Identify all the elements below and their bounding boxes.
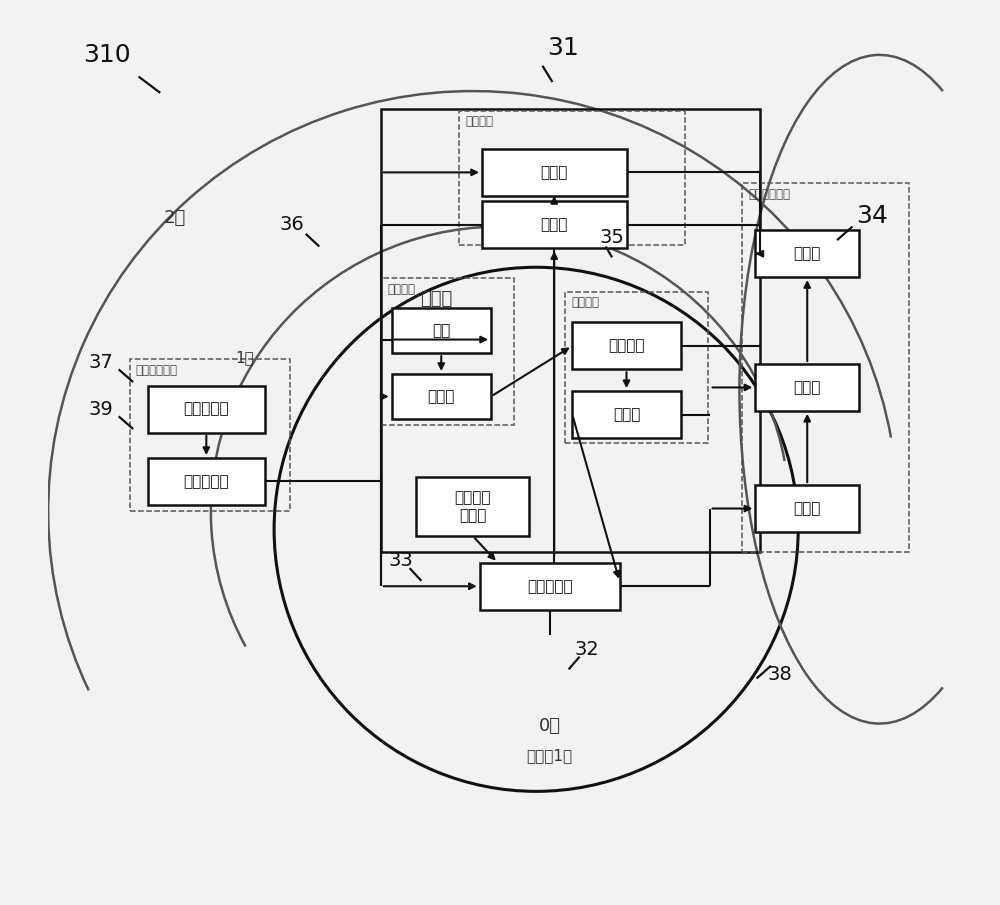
Text: 清洗机器人: 清洗机器人 [527,578,573,594]
Bar [130,359,290,511]
Bar [381,278,514,425]
Text: 控制台: 控制台 [541,217,568,233]
Text: 污水回收装置: 污水回收装置 [748,187,790,201]
Text: 36: 36 [280,215,305,234]
Text: 310: 310 [83,43,131,67]
Bar [459,111,685,244]
Text: 卷放器: 卷放器 [613,407,640,422]
Text: 气体检测
传感器: 气体检测 传感器 [455,491,491,523]
Text: 充氮后1区: 充氮后1区 [527,748,573,763]
Text: 液压泵站: 液压泵站 [608,338,645,353]
Text: 34: 34 [856,204,888,228]
Text: 32: 32 [574,640,599,659]
Text: 动力装置: 动力装置 [571,296,599,310]
Text: 给水装置: 给水装置 [387,282,415,296]
Text: 1区: 1区 [236,350,255,365]
Text: 监控系统: 监控系统 [466,116,494,129]
Text: 污水罐: 污水罐 [794,246,821,262]
Bar [482,201,627,248]
Text: 真空泵: 真空泵 [794,501,821,516]
Text: 监视器: 监视器 [541,165,568,180]
Text: 2区: 2区 [164,208,186,226]
Text: 33: 33 [388,551,413,570]
Bar [755,364,859,411]
Bar [755,230,859,277]
Text: 储油罐: 储油罐 [421,290,453,308]
Text: 39: 39 [88,400,113,419]
Bar [480,563,620,610]
Text: 38: 38 [768,665,792,684]
Text: 空气压缩机: 空气压缩机 [184,474,229,489]
Bar [416,477,529,536]
Bar [482,149,627,195]
Text: 31: 31 [547,35,579,60]
Text: 压滤机: 压滤机 [794,380,821,395]
Bar [381,110,760,552]
Text: 35: 35 [600,228,624,247]
Text: 气体置换装置: 气体置换装置 [136,364,178,377]
Text: 清洗泵: 清洗泵 [428,389,455,404]
Bar [392,374,491,419]
Bar [148,458,265,505]
Bar [565,291,708,443]
Bar [572,322,681,369]
Text: 氮气发生器: 氮气发生器 [184,402,229,416]
Bar [755,485,859,532]
Text: 0区: 0区 [539,718,561,735]
Text: 37: 37 [88,353,113,372]
Bar [148,386,265,433]
Text: 水箱: 水箱 [432,323,450,338]
Bar [392,308,491,353]
Bar [742,183,909,552]
Bar [572,391,681,438]
